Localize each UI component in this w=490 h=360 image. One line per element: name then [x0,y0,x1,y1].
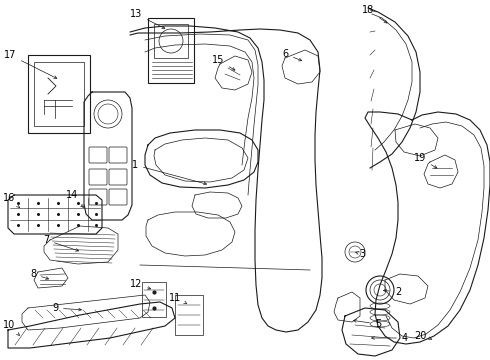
Text: 6: 6 [282,49,302,61]
Text: 12: 12 [130,279,150,289]
Text: 5: 5 [353,319,381,329]
Text: 14: 14 [66,190,84,207]
Text: 18: 18 [362,5,387,23]
Text: 19: 19 [414,153,437,168]
Text: 3: 3 [356,249,365,259]
Text: 10: 10 [3,320,20,336]
Text: 9: 9 [52,303,81,313]
Text: 13: 13 [130,9,165,28]
Text: 4: 4 [371,333,408,343]
Text: 17: 17 [4,50,57,78]
Text: 2: 2 [384,287,401,297]
Text: 11: 11 [169,293,187,303]
Text: 7: 7 [43,235,78,251]
Text: 8: 8 [30,269,49,279]
Text: 1: 1 [132,160,207,185]
Text: 15: 15 [212,55,235,70]
Text: 16: 16 [3,193,20,208]
Text: 20: 20 [414,331,432,341]
